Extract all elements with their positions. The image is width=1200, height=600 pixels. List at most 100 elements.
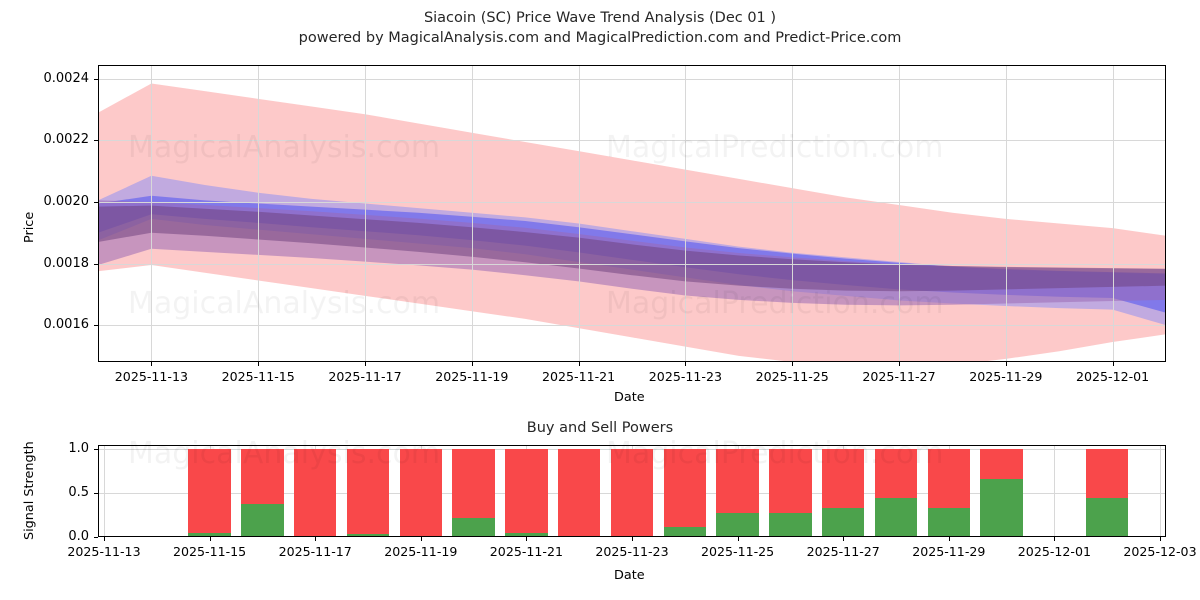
price-x-tick-mark — [792, 362, 794, 366]
signal-gridline-v — [1054, 445, 1056, 537]
signal-bar[interactable] — [558, 449, 601, 537]
signal-x-tick-label: 2025-11-17 — [278, 544, 352, 559]
signal-x-tick-mark — [843, 537, 845, 541]
price-x-tick-label: 2025-11-29 — [969, 369, 1043, 384]
price-x-tick-label: 2025-11-19 — [435, 369, 509, 384]
sell-power-segment — [610, 449, 654, 537]
sell-power-segment — [294, 449, 337, 537]
signal-x-tick-mark — [1054, 537, 1056, 541]
signal-y-tick-label: 1.0 — [68, 441, 89, 457]
price-x-tick-mark — [151, 362, 153, 366]
signal-bar[interactable] — [294, 449, 337, 537]
page-subtitle: powered by MagicalAnalysis.com and Magic… — [298, 30, 902, 46]
signal-x-tick-label: 2025-11-27 — [806, 544, 880, 559]
price-gridline-v — [1005, 65, 1007, 362]
price-wave-chart — [98, 65, 1166, 362]
signal-bar[interactable] — [399, 449, 442, 537]
signal-x-tick-label: 2025-12-03 — [1123, 544, 1197, 559]
signal-gridline-v — [1160, 445, 1161, 537]
sell-power-segment — [980, 449, 1023, 480]
buy-power-segment — [505, 532, 548, 537]
price-x-tick-mark — [365, 362, 366, 366]
sell-power-segment — [346, 449, 390, 534]
buy-power-segment — [769, 513, 812, 537]
price-gridline-v — [258, 65, 260, 362]
signal-bar[interactable] — [505, 449, 548, 537]
signal-x-tick-label: 2025-11-25 — [700, 544, 775, 559]
price-y-tick-label: 0.0016 — [43, 317, 90, 333]
price-y-axis-label: Price — [22, 211, 37, 243]
signal-x-tick-mark — [526, 537, 528, 541]
price-x-tick-label: 2025-12-01 — [1075, 369, 1150, 384]
signal-bar[interactable] — [927, 449, 970, 537]
signal-bar[interactable] — [769, 449, 812, 537]
price-y-tick-mark — [94, 78, 98, 80]
price-gridline-v — [578, 65, 580, 362]
signal-bar[interactable] — [452, 449, 495, 537]
price-gridline-h — [98, 140, 1166, 142]
price-y-tick-label: 0.0022 — [43, 132, 90, 148]
signal-x-tick-mark — [1160, 537, 1161, 541]
price-y-tick-mark — [94, 325, 98, 327]
signal-x-tick-mark — [209, 537, 211, 541]
signal-bar[interactable] — [188, 449, 231, 537]
buy-power-segment — [927, 508, 970, 537]
sell-power-segment — [663, 449, 706, 528]
price-x-tick-label: 2025-11-27 — [862, 369, 936, 384]
signal-bar[interactable] — [241, 449, 284, 537]
signal-bar[interactable] — [822, 449, 865, 537]
price-gridline-v — [471, 65, 473, 362]
sell-power-segment — [558, 449, 601, 537]
signal-bar[interactable] — [1086, 449, 1129, 537]
signal-x-tick-label: 2025-11-29 — [912, 544, 986, 559]
signal-bar[interactable] — [716, 449, 759, 537]
signal-bar[interactable] — [610, 449, 654, 537]
price-x-tick-mark — [258, 362, 260, 366]
signal-bar[interactable] — [663, 449, 706, 537]
price-gridline-h — [98, 325, 1166, 327]
price-x-axis-label: Date — [614, 390, 645, 405]
price-y-tick-mark — [94, 263, 98, 265]
sell-power-segment — [452, 449, 495, 518]
signal-bar[interactable] — [874, 449, 918, 537]
buy-power-segment — [822, 508, 865, 537]
sell-power-segment — [241, 449, 284, 504]
signal-y-tick-mark — [94, 449, 98, 451]
signal-y-tick-label: 0.0 — [68, 529, 89, 544]
buy-power-segment — [663, 527, 706, 537]
buy-power-segment — [874, 498, 918, 537]
buy-sell-chart — [98, 445, 1166, 537]
sell-power-segment — [188, 449, 231, 533]
price-gridline-v — [685, 65, 687, 362]
signal-bar[interactable] — [346, 449, 390, 537]
price-gridline-h — [98, 78, 1166, 80]
price-x-tick-label: 2025-11-17 — [328, 369, 402, 384]
price-y-tick-label: 0.0024 — [43, 70, 90, 86]
buy-power-segment — [452, 517, 495, 537]
sell-power-segment — [505, 449, 548, 533]
signal-x-tick-label: 2025-11-15 — [172, 544, 247, 559]
price-x-tick-label: 2025-11-15 — [221, 369, 295, 384]
signal-x-tick-label: 2025-11-21 — [489, 544, 563, 559]
signal-x-tick-label: 2025-11-23 — [595, 544, 669, 559]
price-x-tick-mark — [471, 362, 473, 366]
sell-power-segment — [1086, 449, 1129, 499]
buy-power-segment — [716, 513, 759, 537]
price-gridline-v — [365, 65, 366, 362]
signal-x-tick-mark — [737, 537, 739, 541]
price-x-tick-label: 2025-11-13 — [114, 369, 188, 384]
sell-power-segment — [399, 449, 442, 537]
price-y-tick-mark — [94, 201, 98, 203]
buy-sell-title: Buy and Sell Powers — [526, 420, 674, 436]
signal-x-tick-mark — [632, 537, 633, 541]
sell-power-segment — [769, 449, 812, 514]
price-x-tick-label: 2025-11-23 — [648, 369, 722, 384]
buy-power-segment — [1086, 498, 1129, 537]
price-x-tick-mark — [685, 362, 687, 366]
price-wave-plot-area — [98, 65, 1166, 362]
signal-x-tick-mark — [104, 537, 105, 541]
price-gridline-h — [98, 201, 1166, 203]
signal-bar[interactable] — [980, 449, 1023, 537]
signal-x-tick-mark — [420, 537, 422, 541]
